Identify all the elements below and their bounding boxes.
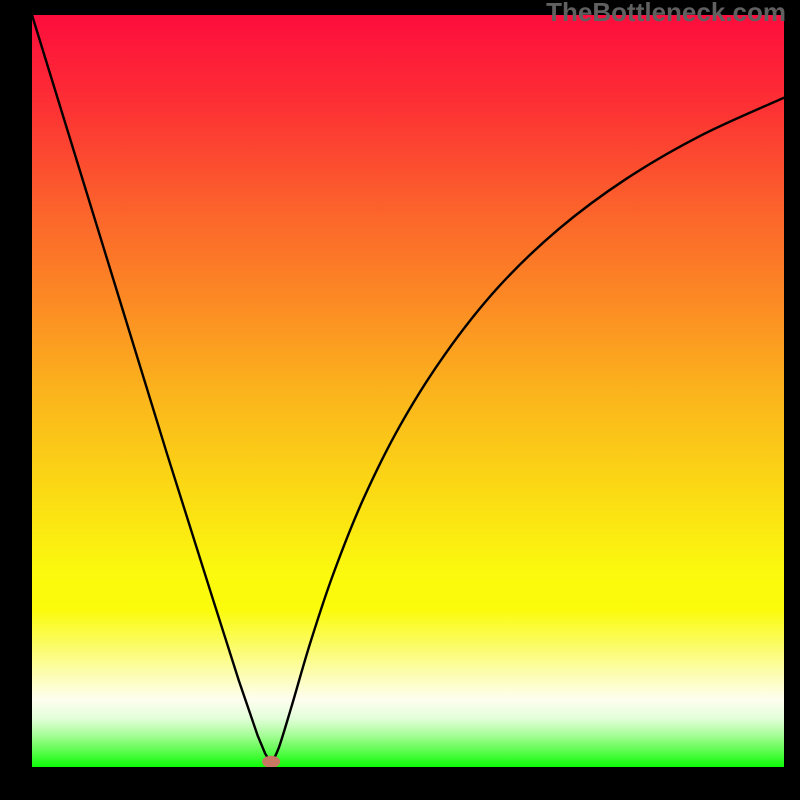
watermark-text: TheBottleneck.com xyxy=(546,0,786,28)
chart-svg xyxy=(32,15,784,767)
gradient-background xyxy=(32,15,784,767)
plot-area xyxy=(32,15,784,767)
chart-container: TheBottleneck.com xyxy=(0,0,800,800)
